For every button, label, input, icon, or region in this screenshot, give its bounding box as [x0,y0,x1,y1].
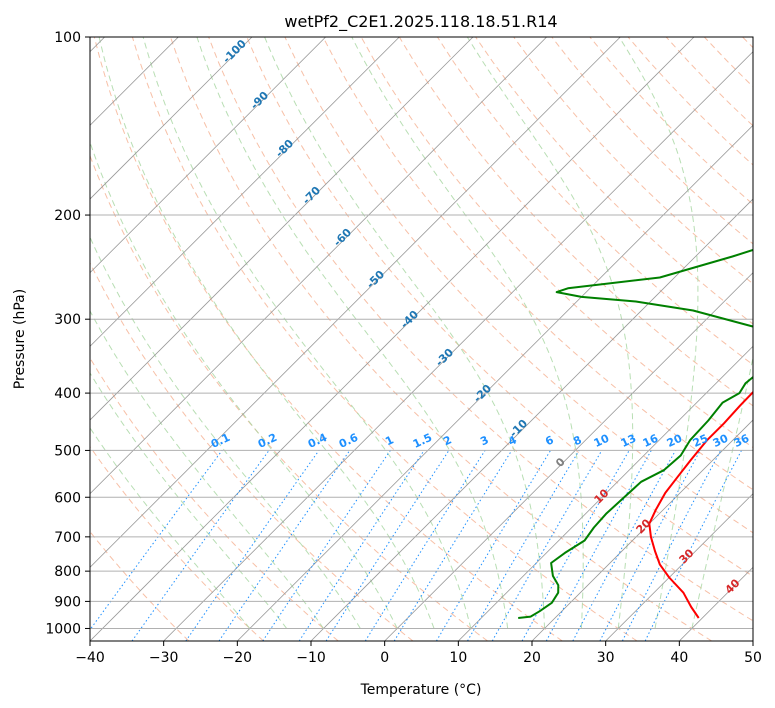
moist-adiabat-line [351,37,584,629]
x-tick-label: 50 [744,650,762,666]
moist-adiabat-line [90,372,288,629]
isotherm-line [163,51,753,641]
y-tick-label: 700 [54,530,81,546]
moist-adiabat-line [691,355,753,629]
mixing-ratio-line [325,450,450,641]
x-tick-label: 40 [670,650,688,666]
mixing-ratio-label: 13 [619,432,638,450]
dry-adiabat-line [170,37,712,641]
data-series [518,248,753,619]
moist-adiabat-line [618,37,699,629]
plot-background [90,37,753,641]
mixing-ratio-line [90,450,223,631]
dry-adiabat-line [90,445,264,641]
moist-adiabat-line [264,37,545,629]
x-tick-label: 10 [449,650,467,666]
isotherm-line [90,37,474,421]
mixing-ratio-label: 16 [641,432,661,450]
temperature-line [648,390,753,619]
moist-adiabat-line [466,37,634,629]
isotherm-line [90,37,621,568]
isotherm-line [90,37,695,641]
isotherm-line [384,272,753,641]
dewpoint-line [518,248,753,619]
isotherm-line [90,37,253,200]
mixing-ratio-label: 10 [592,432,612,450]
moist-adiabat-line [90,140,398,629]
moist-adiabat-line [90,310,324,629]
y-axis: 100 200 300 400 500 600 700 800 900 1000 [45,30,90,637]
moist-adiabat-line [98,37,435,629]
isotherm-line [90,37,326,274]
dry-adiabat-line [208,37,753,622]
dry-adiabat-line [131,37,638,641]
moist-adiabat-line [142,37,472,629]
y-tick-label: 300 [54,312,81,328]
mixing-ratio-line [262,450,391,641]
dry-adiabat-line [90,261,414,641]
mixing-ratio-line [644,450,742,641]
isotherm-line [458,345,753,641]
x-tick-label: −20 [223,650,253,666]
y-tick-label: 400 [54,386,81,402]
mixing-ratio-line [621,450,722,641]
mixing-ratio-line [521,450,630,641]
x-axis: −40 −30 −20 −10 0 10 20 30 40 50 [75,641,762,666]
moist-adiabat-line [196,37,509,629]
mixing-ratio-label: 36 [732,432,752,450]
x-tick-label: −40 [75,650,105,666]
chart-title: wetPf2_C2E1.2025.118.18.51.R14 [284,12,557,32]
dry-adiabat-line [284,37,753,534]
mixing-ratio-line [185,450,320,641]
dry-adiabat-line [246,37,753,577]
dry-adiabat-line [93,37,563,641]
plot-frame [89,36,754,642]
mixing-ratio-line [393,450,513,641]
isotherm-line [310,198,753,641]
isotherm-line [531,419,753,641]
x-tick-label: 0 [380,650,389,666]
dry-adiabat-line [322,37,753,491]
isotherm-line [605,493,753,641]
moist-adiabat-line [90,236,361,629]
isotherm-line [237,124,753,641]
mixing-ratio-label: 25 [691,432,710,450]
moist-adiabat-line [90,426,251,629]
x-tick-label: 30 [597,650,615,666]
dry-adiabat-line [90,357,339,641]
grid-lines [90,37,753,629]
x-axis-title: Temperature (°C) [360,682,482,698]
y-tick-label: 900 [54,594,81,610]
mixing-ratio-label: 20 [665,432,685,450]
mixing-ratio-line [298,450,425,641]
y-tick-label: 800 [54,564,81,580]
y-tick-label: 500 [54,443,81,459]
y-axis-title: Pressure (hPa) [12,289,28,389]
mixing-ratio-line [572,450,676,641]
mixing-ratio-line [545,450,652,641]
y-tick-label: 100 [54,30,81,46]
mixing-ratio-label: 30 [711,432,731,450]
background-lines [90,37,753,641]
x-tick-label: −30 [149,650,179,666]
mixing-ratio-line [218,450,351,641]
y-tick-label: 200 [54,208,81,224]
x-tick-label: 20 [523,650,541,666]
mixing-ratio-line [131,450,270,641]
y-tick-label: 1000 [45,621,81,637]
dry-adiabat-line [475,37,753,325]
isotherm-line [90,37,547,495]
dry-adiabat-line [513,37,753,285]
x-tick-label: −10 [296,650,326,666]
isotherm-line [90,37,400,347]
y-tick-label: 600 [54,490,81,506]
